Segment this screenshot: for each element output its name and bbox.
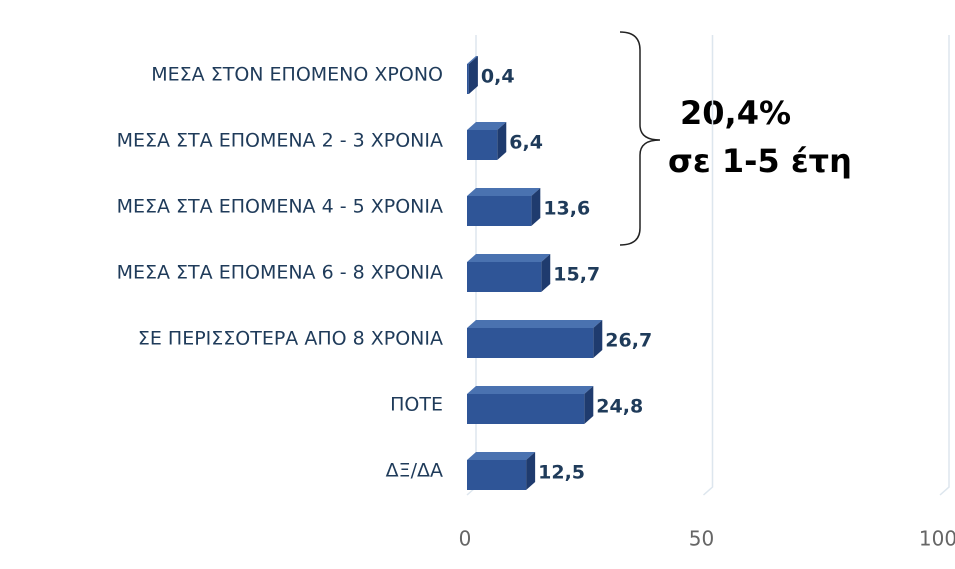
grid-line [939,35,950,496]
bar [467,130,498,160]
bar-top [467,320,603,328]
bar [467,64,469,94]
bar-top [467,56,478,64]
bar [467,394,585,424]
category-label: ΜΕΣΑ ΣΤΟΝ ΕΠΟΜΕΝΟ ΧΡΟΝΟ [151,64,443,86]
bar-side [526,452,536,490]
bar-top [467,452,536,460]
category-label: ΔΞ/ΔΑ [386,460,443,482]
bar-top [467,386,594,394]
bar-side [593,320,603,358]
bar [467,196,532,226]
grid-line [703,35,714,496]
annotation: 20,4% [680,94,791,132]
annotation: σε 1-5 έτη [668,142,852,180]
value-label: 6,4 [509,132,543,154]
category-label: ΠΟΤΕ [390,394,443,416]
value-label: 15,7 [553,264,600,286]
brace [619,31,661,246]
bar-side [468,56,478,94]
bar-side [531,188,541,226]
x-tick-label: 100 [919,527,955,551]
category-label: ΜΕΣΑ ΣΤΑ ΕΠΟΜΕΝΑ 2 - 3 ΧΡΟΝΙΑ [117,130,443,152]
bar-side [584,386,594,424]
bar-side [497,122,507,160]
bar [467,460,527,490]
value-label: 13,6 [543,198,590,220]
bar-top [467,122,507,130]
x-tick-label: 0 [459,527,472,551]
value-label: 24,8 [596,396,643,418]
category-label: ΜΕΣΑ ΣΤΑ ΕΠΟΜΕΝΑ 6 - 8 ΧΡΟΝΙΑ [117,262,443,284]
category-label: ΜΕΣΑ ΣΤΑ ΕΠΟΜΕΝΑ 4 - 5 ΧΡΟΝΙΑ [117,196,443,218]
bar-top [467,188,541,196]
value-label: 0,4 [481,66,515,88]
bar-side [541,254,551,292]
value-label: 12,5 [538,462,585,484]
x-tick-label: 50 [689,527,714,551]
bar [467,328,594,358]
bar-top [467,254,551,262]
value-label: 26,7 [605,330,652,352]
category-label: ΣΕ ΠΕΡΙΣΣΟΤΕΡΑ ΑΠΟ 8 ΧΡΟΝΙΑ [138,328,443,350]
bar [467,262,542,292]
